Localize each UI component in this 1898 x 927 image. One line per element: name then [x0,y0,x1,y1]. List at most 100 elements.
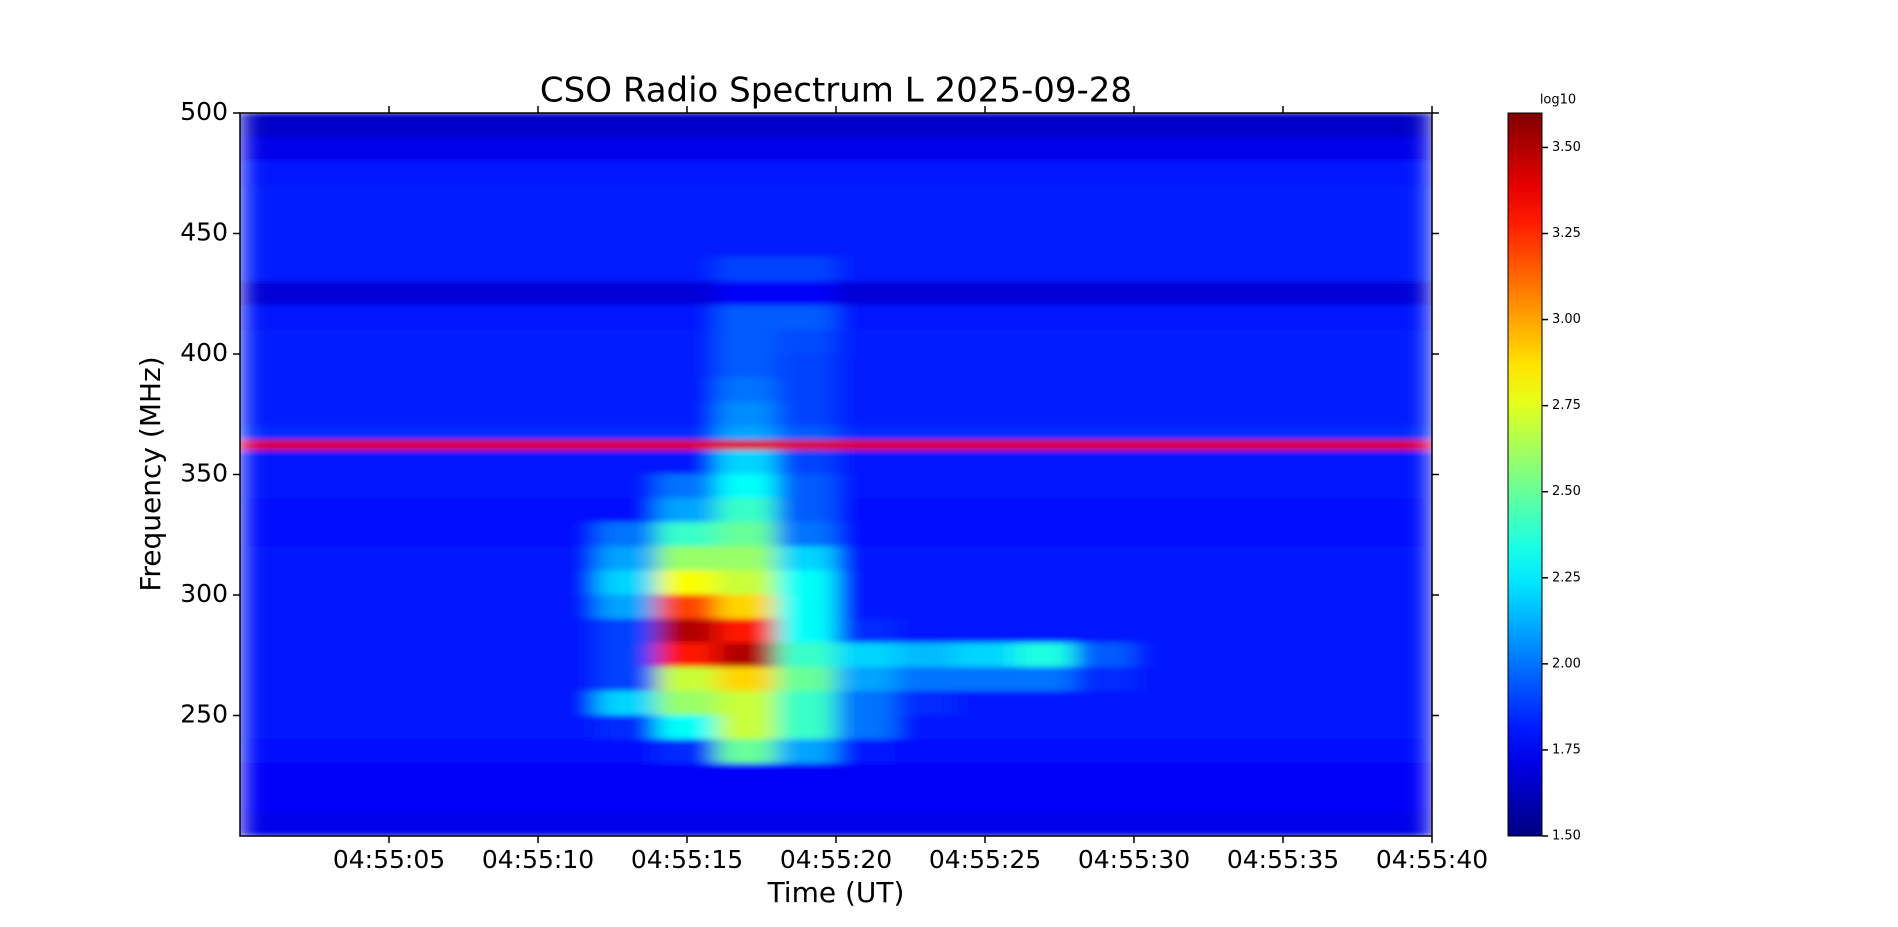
heat-cell [1312,570,1373,596]
heat-cell [1133,498,1195,524]
heat-cell [477,739,539,765]
heat-cell [537,498,599,524]
heat-cell [477,642,539,668]
heat-cell [240,305,301,331]
colorbar-tick-label: 2.75 [1552,398,1581,413]
heat-cell [835,666,897,692]
colorbar-tick-label: 3.00 [1552,312,1581,327]
heat-cell [477,305,539,331]
heat-cell [240,353,301,379]
heat-cell [1371,440,1432,451]
heat-cell [299,329,360,355]
heat-cell [1193,401,1254,427]
heat-cell [537,353,599,379]
heat-cell [1252,522,1314,548]
heat-cell [895,739,956,765]
heat-cell [656,136,718,162]
heat-cell [1371,498,1432,524]
heat-cell [1252,546,1314,572]
heat-cell [1193,136,1254,162]
heat-cell [240,546,301,572]
heat-cell [358,763,420,789]
heat-cell [656,184,718,210]
heat-cell [597,787,658,813]
heat-cell [299,281,360,307]
heat-cell [1073,233,1135,259]
heat-cell [954,329,1016,355]
heat-cell [954,440,1016,451]
heat-cell [775,618,837,644]
x-tick-label: 04:55:30 [1078,845,1190,874]
heat-cell [1312,257,1373,283]
heat-cell [716,763,777,789]
heat-cell [1073,474,1135,500]
heat-cell [299,377,360,403]
heat-cell [1073,763,1135,789]
x-tick-label: 04:55:35 [1227,845,1339,874]
heat-cell [835,787,897,813]
heat-cell [1014,642,1075,668]
colorbar-tick-label: 2.00 [1552,656,1581,671]
heat-cell [1252,811,1314,836]
heat-cell [716,546,777,572]
heat-cell [358,546,420,572]
heat-cell [358,440,420,451]
heat-cell [1193,570,1254,596]
heat-cell [1073,113,1135,138]
heat-cell [1014,425,1075,442]
heat-cell [1014,498,1075,524]
heat-cell [1312,136,1373,162]
heat-cell [1014,208,1075,234]
heat-cell [1133,739,1195,765]
heat-cell [1312,233,1373,259]
heat-cell [537,546,599,572]
heat-cell [1371,787,1432,813]
heat-cell [1312,353,1373,379]
heat-cell [240,440,301,451]
heat-cell [597,329,658,355]
heat-cell [358,474,420,500]
heat-cell [597,113,658,138]
heat-cell [1312,715,1373,741]
y-tick-label: 450 [180,218,228,247]
heat-cell [1014,618,1075,644]
heat-cell [299,257,360,283]
heat-cell [418,715,479,741]
heat-cell [656,522,718,548]
heat-cell [1193,594,1254,620]
heat-cell [1371,642,1432,668]
heat-cell [1371,474,1432,500]
heat-cell [1073,666,1135,692]
heat-cell [1252,257,1314,283]
heat-cell [597,570,658,596]
heat-cell [835,618,897,644]
heat-cell [954,257,1016,283]
heat-cell [1312,305,1373,331]
heat-cell [597,281,658,307]
heat-cell [597,811,658,836]
heat-cell [775,377,837,403]
heat-cell [1014,594,1075,620]
heat-cell [1073,739,1135,765]
heat-cell [775,401,837,427]
heat-cell [1193,440,1254,451]
heat-cell [775,257,837,283]
heat-cell [954,642,1016,668]
heat-cell [240,425,301,442]
heat-cell [477,425,539,442]
heat-cell [537,787,599,813]
x-tick-label: 04:55:40 [1376,845,1488,874]
heat-cell [1014,401,1075,427]
heat-cell [775,763,837,789]
heat-cell [835,160,897,186]
colorbar-label: log10 [1540,93,1576,108]
heat-cell [835,642,897,668]
heat-cell [954,305,1016,331]
heat-cell [299,208,360,234]
heat-cell [835,570,897,596]
heat-cell [1371,208,1432,234]
heat-cell [1193,233,1254,259]
heat-cell [835,329,897,355]
heat-cell [597,353,658,379]
heat-cell [1312,401,1373,427]
